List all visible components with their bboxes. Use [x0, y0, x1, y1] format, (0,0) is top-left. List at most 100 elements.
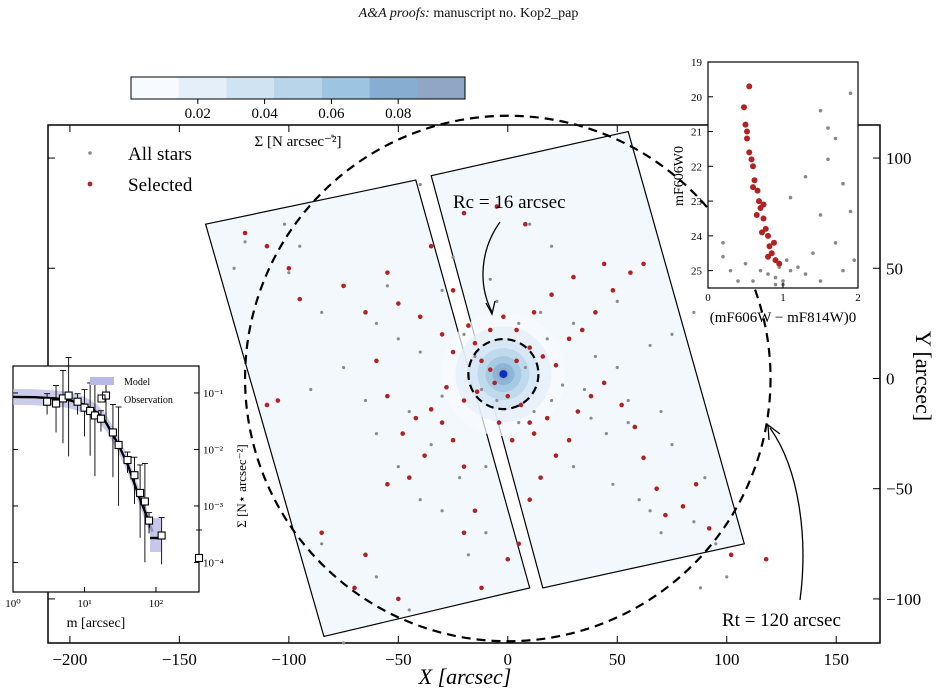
- main-xtick-label: −200: [52, 650, 87, 669]
- all-star-point: [549, 244, 554, 248]
- legend-all-label: All stars: [128, 144, 192, 165]
- selected-star-point: [527, 420, 532, 425]
- selected-star-point: [242, 230, 248, 236]
- selected-star-point: [509, 437, 515, 443]
- colorbar-cells: [131, 77, 466, 99]
- all-star-point: [232, 266, 236, 270]
- cmd-ytick-label: 20: [691, 92, 703, 104]
- cmd-all-point: [721, 254, 725, 259]
- cmd-all-point: [773, 282, 778, 287]
- model-band: [13, 388, 153, 540]
- selected-star-point: [641, 261, 646, 267]
- selected-star-point: [494, 204, 500, 209]
- selected-star-point: [286, 265, 292, 271]
- selected-star-point: [527, 345, 532, 350]
- all-star-point: [396, 465, 400, 469]
- density-profile-inset: 10⁰ 10¹ 10² 10⁻¹ 10⁻² 10⁻³ 10⁻⁴ Model Observat…: [5, 357, 249, 631]
- all-star-point: [440, 394, 444, 398]
- selected-star-point: [492, 380, 497, 386]
- selected-star-point: [680, 504, 686, 509]
- cmd-selected-point: [756, 198, 762, 205]
- journal-name: A&A proofs:: [358, 6, 430, 21]
- selected-star-point: [472, 340, 478, 346]
- tidal-radius-label: Rt = 120 arcsec: [722, 610, 841, 631]
- cmd-all-point: [758, 268, 763, 273]
- cmd-selected-point: [771, 239, 777, 246]
- selected-star-point: [496, 420, 502, 425]
- selected-star-point: [540, 354, 546, 359]
- selected-star-point: [444, 385, 449, 390]
- selected-star-point: [531, 431, 537, 436]
- all-star-point: [282, 222, 287, 226]
- legend-model-swatch: [90, 377, 114, 385]
- main-xtick-label: 100: [714, 650, 740, 669]
- cmd-all-point: [848, 209, 853, 214]
- cmd-all-point: [841, 268, 845, 273]
- all-star-point: [440, 509, 444, 513]
- selected-star-point: [518, 402, 524, 408]
- cmd-inset: 0 1 2 19 20 21 22 23 24 25 mF606W0 (mF606W − mF81…: [672, 57, 861, 326]
- cluster-center-marker: [499, 370, 508, 379]
- main-xtick-label: 50: [609, 650, 626, 669]
- selected-star-point: [479, 585, 484, 591]
- cmd-all-point: [833, 241, 838, 245]
- colorbar-frame: [130, 76, 466, 100]
- selected-star-point: [628, 270, 633, 275]
- cmd-selected-point: [765, 232, 771, 239]
- core-arrow: [482, 221, 501, 313]
- selected-star-point: [450, 349, 456, 355]
- main-ytick-label: −50: [886, 480, 913, 499]
- selected-star-point: [538, 475, 543, 480]
- all-star-point: [670, 443, 674, 447]
- main-xtick-label: 150: [823, 650, 849, 669]
- all-star-point: [692, 520, 696, 524]
- all-star-point: [309, 387, 313, 392]
- observation-point: [108, 428, 117, 437]
- selected-stars-series: [242, 204, 769, 602]
- core-arrowhead: [485, 300, 496, 316]
- all-star-point: [648, 343, 652, 348]
- density-xtick-label: 10⁰: [5, 598, 21, 610]
- selected-star-point: [413, 415, 419, 421]
- all-star-point: [374, 321, 379, 325]
- cmd-all-point: [841, 181, 845, 186]
- selected-star-point: [428, 407, 434, 412]
- cmd-inset-frame: [707, 61, 859, 289]
- selected-star-point: [575, 409, 581, 414]
- cmd-ticks: 0 1 2 19 20 21 22 23 24 25: [691, 57, 861, 304]
- cmd-xlabel: (mF606W − mF814W)0: [710, 310, 857, 326]
- cmd-selected-point: [741, 104, 747, 111]
- main-xlabel: X [arcsec]: [418, 664, 512, 689]
- selected-star-point: [516, 541, 522, 547]
- cmd-all-point: [796, 265, 800, 269]
- selected-star-point: [706, 526, 712, 531]
- selected-star-point: [728, 552, 734, 558]
- selected-star-point: [632, 424, 638, 430]
- density-ytick-label: 10⁻³: [203, 501, 224, 513]
- cmd-all-stars: [721, 91, 857, 287]
- all-star-point: [659, 409, 663, 414]
- cmd-selected-point: [776, 260, 783, 267]
- all-star-point: [484, 531, 488, 535]
- cmd-ytick-label: 24: [691, 231, 703, 243]
- observation-point: [194, 553, 204, 563]
- all-star-point: [407, 608, 411, 612]
- all-star-point: [517, 321, 521, 325]
- all-star-point: [243, 240, 247, 244]
- cmd-selected-stars: [741, 83, 783, 267]
- all-star-point: [287, 271, 291, 275]
- selected-star-point: [472, 508, 478, 514]
- selected-star-point: [396, 301, 401, 306]
- legend-selected-label: Selected: [128, 175, 193, 196]
- legend-all-marker: [88, 151, 92, 155]
- selected-star-point: [385, 393, 390, 399]
- observation-point: [43, 397, 52, 406]
- all-star-point: [528, 222, 532, 226]
- field-left-polygon: [204, 179, 531, 638]
- selected-star-point: [553, 453, 559, 458]
- selected-star-point: [374, 358, 379, 364]
- all-star-point: [539, 310, 543, 314]
- cmd-xtick-label: 0: [705, 292, 711, 304]
- selected-star-point: [593, 310, 598, 315]
- all-star-point: [407, 409, 411, 414]
